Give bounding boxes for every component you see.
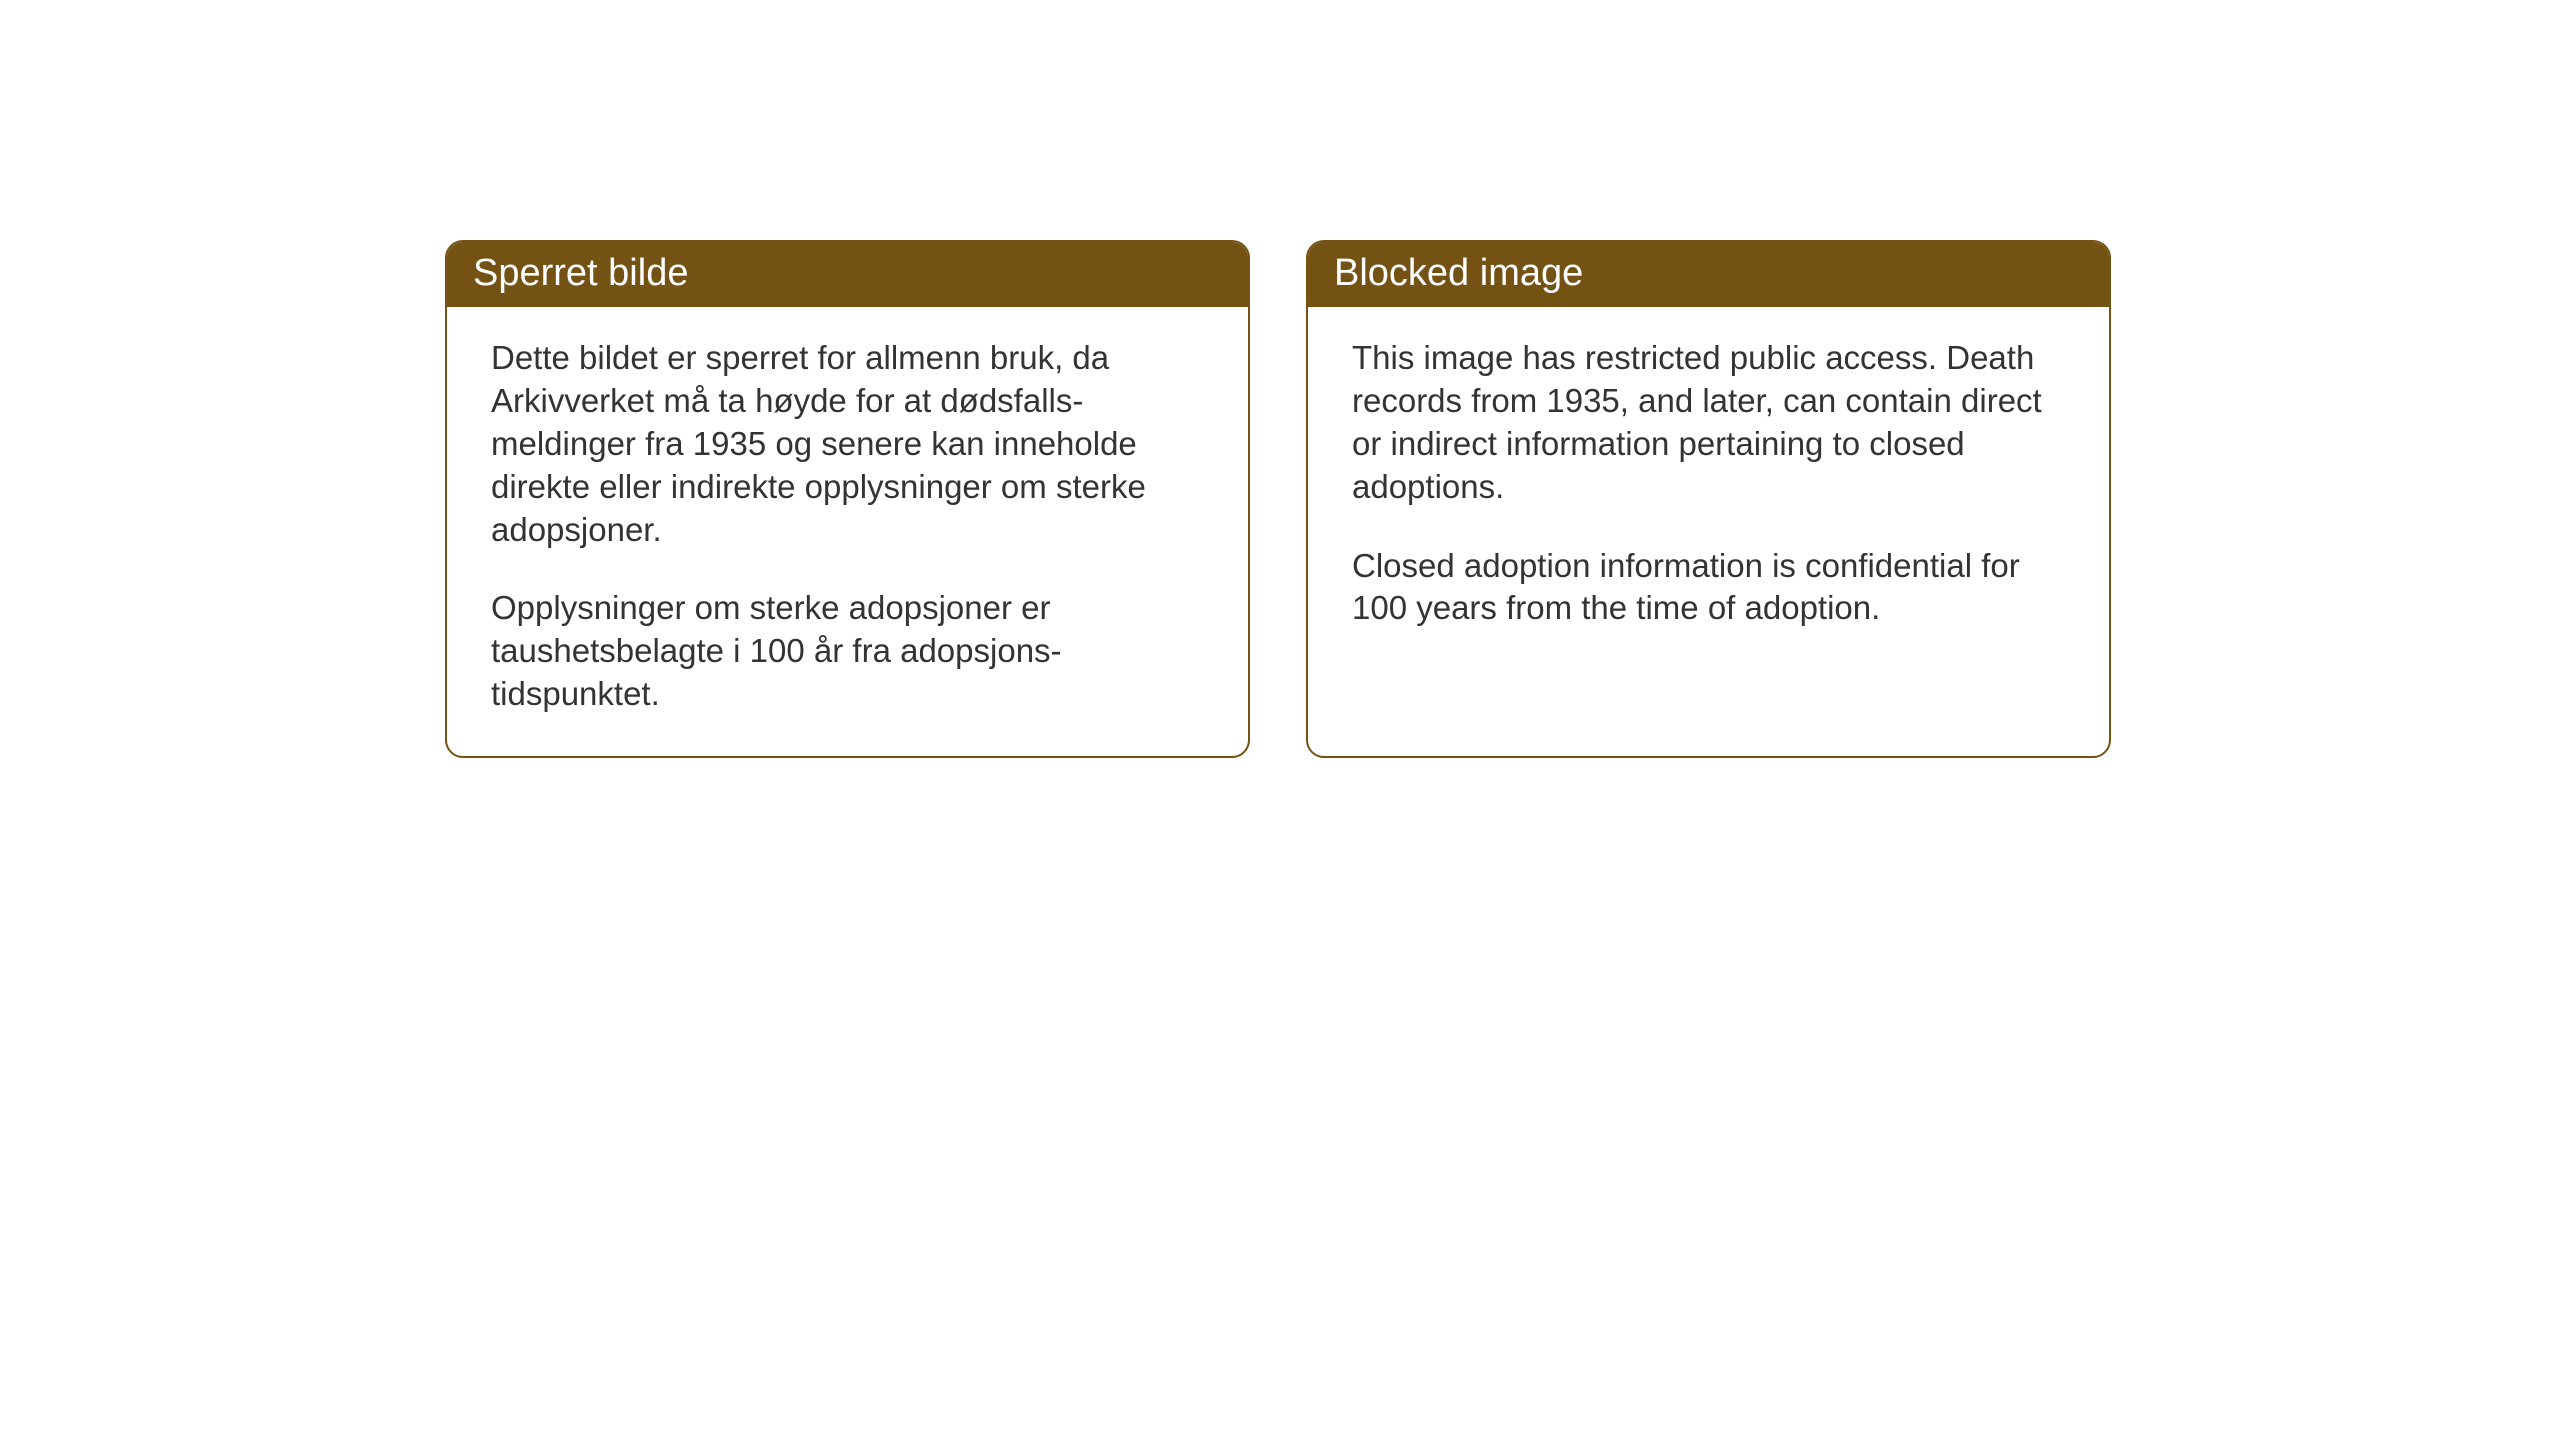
paragraph-1-english: This image has restricted public access.…	[1352, 337, 2065, 509]
card-body-english: This image has restricted public access.…	[1308, 307, 2109, 737]
paragraph-2-english: Closed adoption information is confident…	[1352, 545, 2065, 631]
card-title-norwegian: Sperret bilde	[473, 252, 688, 294]
notice-card-norwegian: Sperret bilde Dette bildet er sperret fo…	[445, 240, 1250, 758]
paragraph-1-norwegian: Dette bildet er sperret for allmenn bruk…	[491, 337, 1204, 551]
notice-container: Sperret bilde Dette bildet er sperret fo…	[445, 240, 2111, 758]
card-header-english: Blocked image	[1308, 242, 2109, 307]
card-header-norwegian: Sperret bilde	[447, 242, 1248, 307]
paragraph-2-norwegian: Opplysninger om sterke adopsjoner er tau…	[491, 587, 1204, 716]
notice-card-english: Blocked image This image has restricted …	[1306, 240, 2111, 758]
card-title-english: Blocked image	[1334, 252, 1583, 294]
card-body-norwegian: Dette bildet er sperret for allmenn bruk…	[447, 307, 1248, 756]
